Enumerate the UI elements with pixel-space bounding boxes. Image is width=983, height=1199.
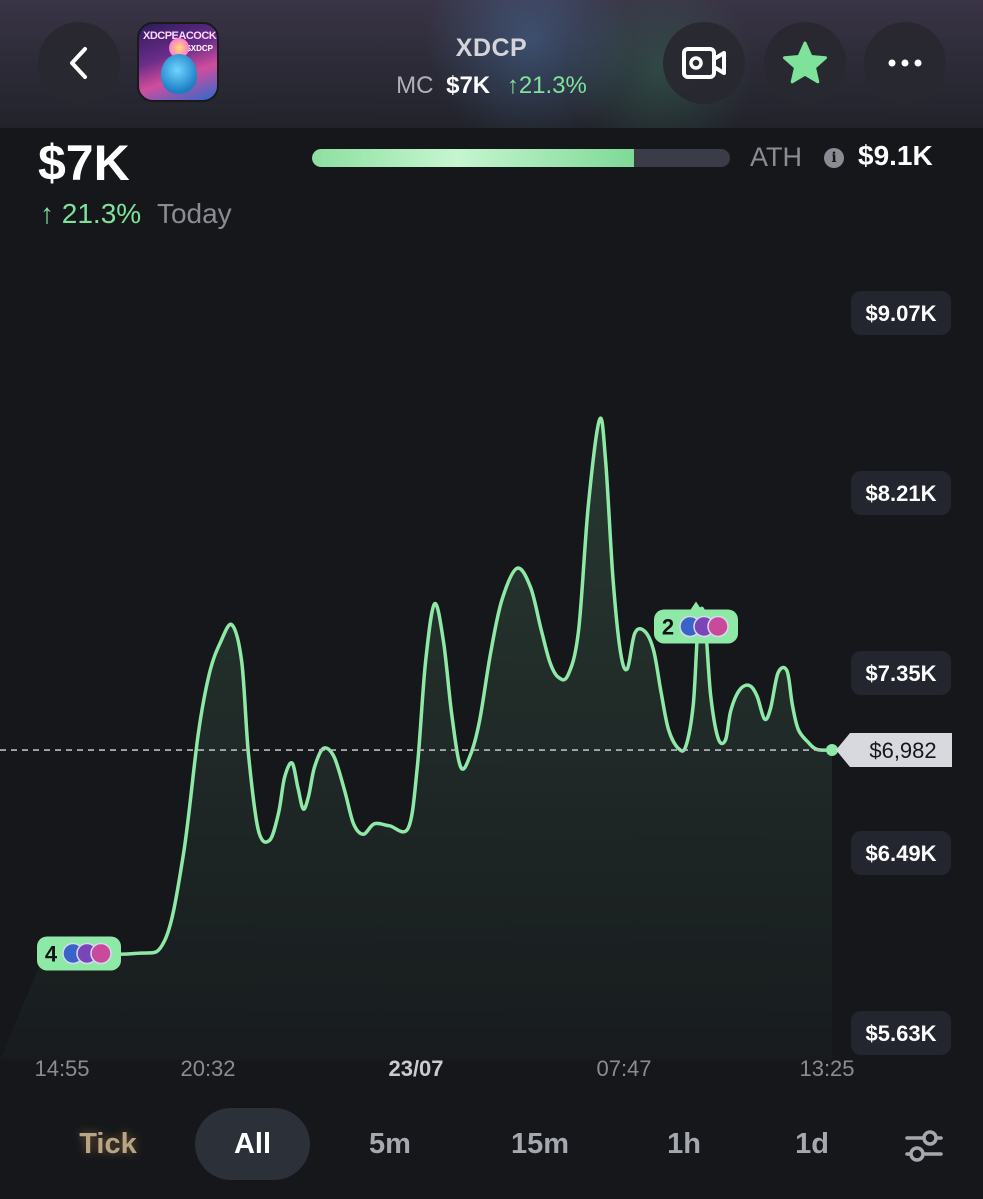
today-period-label: Today bbox=[156, 198, 232, 229]
token-image-tag: $XDCP bbox=[186, 44, 213, 53]
y-tick-label: $9.07K bbox=[866, 301, 937, 326]
sliders-icon[interactable] bbox=[904, 1128, 944, 1164]
price-line bbox=[42, 416, 834, 957]
ath-value: $9.1K bbox=[858, 140, 933, 171]
y-tick-label: $6.49K bbox=[866, 841, 937, 866]
token-image-bird bbox=[161, 54, 197, 94]
token-avatar[interactable]: XDCPEACOCK $XDCP bbox=[137, 22, 219, 102]
ath-progress-bar bbox=[312, 149, 730, 167]
trade-marker-count: 2 bbox=[662, 614, 674, 639]
token-header: XDCPEACOCK $XDCP XDCP MC $7K ↑21.3% bbox=[0, 0, 983, 128]
more-dots-icon bbox=[888, 59, 922, 67]
info-icon[interactable]: i bbox=[824, 148, 844, 168]
token-image-crest bbox=[169, 38, 189, 58]
mc-label: MC bbox=[396, 72, 434, 99]
y-tick-label: $7.35K bbox=[866, 661, 937, 686]
y-tick-bg bbox=[851, 471, 951, 515]
price-area-fill bbox=[0, 418, 832, 1060]
timeframe-tabs: Tick All 5m 15m 1h 1d bbox=[0, 1108, 983, 1184]
star-icon bbox=[783, 41, 827, 84]
x-tick-label: 23/07 bbox=[388, 1056, 443, 1081]
x-tick-label: 14:55 bbox=[34, 1056, 89, 1081]
tab-15m[interactable]: 15m bbox=[510, 1128, 570, 1160]
x-tick-label: 13:25 bbox=[799, 1056, 854, 1081]
x-tick-label: 20:32 bbox=[180, 1056, 235, 1081]
market-cap-line: MC $7K ↑21.3% bbox=[0, 72, 983, 100]
x-tick-label: 07:47 bbox=[596, 1056, 651, 1081]
tab-tick[interactable]: Tick bbox=[79, 1128, 137, 1160]
ath-progress-fill bbox=[312, 149, 634, 167]
back-button[interactable] bbox=[38, 22, 120, 104]
chevron-left-icon bbox=[70, 47, 87, 79]
trade-marker[interactable]: 2 bbox=[654, 601, 738, 644]
more-button[interactable] bbox=[864, 22, 946, 104]
token-title: XDCP bbox=[455, 34, 528, 62]
mc-change: ↑21.3% bbox=[506, 72, 587, 99]
today-change-value: ↑ 21.3% bbox=[40, 198, 142, 229]
trade-marker-count: 4 bbox=[45, 941, 58, 966]
tab-5m[interactable]: 5m bbox=[369, 1128, 411, 1160]
today-change: ↑ 21.3% Today bbox=[40, 198, 232, 230]
trade-marker[interactable]: 4 bbox=[37, 936, 121, 971]
current-price-label-bg bbox=[836, 733, 952, 768]
y-tick-bg bbox=[851, 831, 951, 875]
header-background bbox=[420, 0, 640, 128]
favorite-button[interactable] bbox=[764, 22, 846, 104]
y-tick-label: $8.21K bbox=[866, 481, 937, 506]
video-button[interactable] bbox=[663, 22, 745, 104]
price-chart[interactable]: $6,982 4 2 $9.07K $8.21K $7.35K $6.49K $5.63K… bbox=[0, 240, 983, 1100]
trader-avatar bbox=[707, 615, 729, 638]
tab-all[interactable]: All bbox=[195, 1108, 310, 1180]
y-tick-label: $5.63K bbox=[866, 1021, 937, 1046]
y-tick-bg bbox=[851, 1011, 951, 1055]
current-price-label: $6,982 bbox=[869, 738, 936, 763]
current-price-dot bbox=[826, 744, 838, 757]
tab-1h[interactable]: 1h bbox=[667, 1128, 701, 1160]
token-image-text: XDCPEACOCK bbox=[143, 30, 217, 42]
video-camera-icon bbox=[682, 47, 726, 79]
tab-1d[interactable]: 1d bbox=[795, 1128, 829, 1160]
ath-label: ATH bbox=[750, 142, 802, 172]
current-price: $7K bbox=[38, 135, 130, 191]
y-tick-bg bbox=[851, 291, 951, 335]
trader-avatar bbox=[90, 942, 112, 965]
mc-value: $7K bbox=[446, 72, 491, 99]
y-tick-bg bbox=[851, 651, 951, 695]
